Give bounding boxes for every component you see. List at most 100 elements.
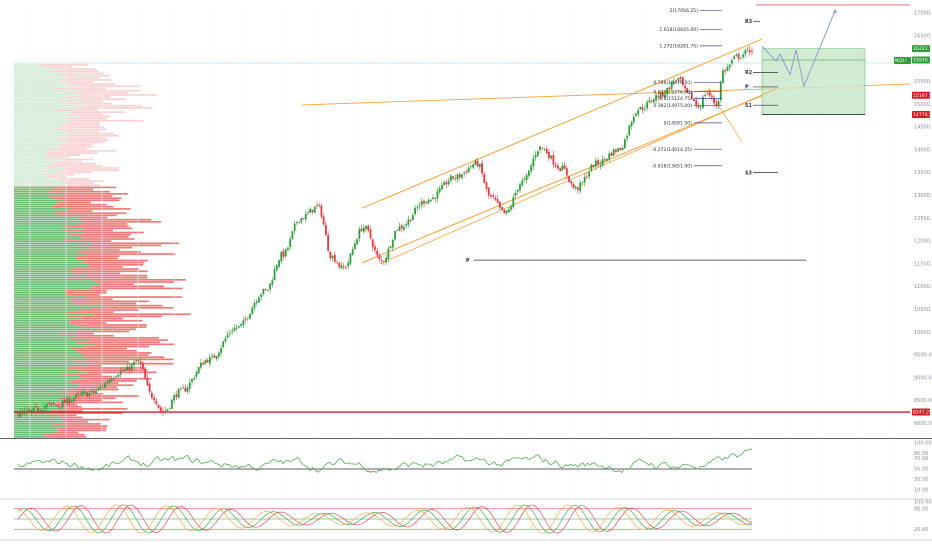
candle — [244, 319, 247, 321]
volume-bar-down — [65, 210, 93, 212]
price-channel[interactable] — [361, 38, 776, 265]
rsi-segment — [525, 456, 529, 460]
candle — [130, 364, 133, 371]
volume-bar-down — [91, 242, 180, 245]
fib-label: 0.786(15479.50) — [653, 80, 692, 86]
candle — [519, 184, 521, 191]
candle — [200, 362, 202, 368]
volume-bar-up — [14, 210, 66, 212]
candle — [121, 369, 124, 372]
candle — [635, 113, 637, 116]
rsi-segment — [646, 462, 650, 466]
volume-bar-down — [62, 182, 94, 184]
rsi-segment — [621, 468, 625, 473]
candle — [592, 164, 595, 168]
candle — [382, 261, 385, 263]
candle — [61, 400, 64, 408]
stoch-line — [17, 504, 753, 534]
rsi-segment — [253, 467, 257, 471]
price-tick: 15000.00 — [914, 102, 932, 108]
volume-bar-up — [14, 416, 61, 419]
volume-bar-down — [55, 431, 79, 434]
rsi-segment — [552, 460, 556, 464]
stoch-tick: 80.00 — [914, 506, 928, 512]
candle — [739, 57, 742, 59]
candle — [95, 391, 97, 394]
candle — [469, 166, 472, 168]
rsi-segment — [435, 460, 439, 465]
rsi-segment — [410, 462, 414, 465]
candle — [586, 176, 588, 178]
candle — [666, 87, 669, 95]
volume-bar-down — [57, 68, 96, 70]
volume-bar-down — [56, 201, 92, 204]
volume-bar-up — [14, 274, 88, 277]
volume-bar-down — [80, 244, 162, 247]
rsi-segment — [668, 465, 672, 469]
candle — [414, 207, 417, 215]
rsi-segment — [241, 465, 245, 468]
rsi-segment — [506, 459, 510, 461]
volume-bar-down — [81, 248, 120, 251]
pivot-label: R2 — [745, 70, 752, 76]
volume-bar-up — [14, 122, 67, 124]
trade-box[interactable] — [761, 48, 866, 115]
price-tick: 16500.00 — [914, 34, 932, 40]
volume-bar-up — [14, 315, 69, 318]
volume-bar-up — [14, 220, 85, 223]
projection-path[interactable] — [761, 8, 837, 88]
candle — [601, 159, 604, 166]
volume-bar-up — [14, 382, 70, 384]
pivot-label: P — [466, 258, 470, 264]
volume-bar-up — [14, 425, 66, 427]
candle — [621, 148, 624, 150]
candle — [157, 404, 160, 408]
candle — [197, 367, 200, 374]
rsi-segment — [98, 467, 102, 471]
candle — [293, 223, 296, 231]
candle — [534, 155, 537, 158]
candle — [222, 341, 225, 348]
volume-bar-up — [14, 173, 45, 176]
volume-bar-up — [14, 145, 59, 148]
volume-bar-down — [44, 173, 75, 176]
price-tick: 10500.00 — [914, 307, 932, 313]
volume-profile — [14, 64, 191, 438]
fibonacci-levels[interactable]: 2(17056.25) 1.618(16645.00) 1.272(16281.75… — [652, 8, 722, 169]
candle — [588, 171, 591, 177]
candle — [737, 53, 740, 59]
candle — [423, 200, 425, 204]
rsi-segment — [430, 463, 434, 467]
volume-bar-down — [62, 124, 101, 126]
candle — [75, 394, 77, 398]
candle — [563, 165, 566, 169]
rsi-segment — [690, 465, 694, 468]
rsi-segment — [125, 455, 129, 458]
volume-bar-down — [89, 339, 168, 341]
candle — [369, 229, 372, 239]
candle — [594, 160, 597, 167]
candle — [746, 48, 749, 50]
volume-bar-down — [79, 216, 108, 219]
rsi-segment — [577, 464, 581, 468]
volume-bar-up — [14, 291, 67, 294]
volume-bar-up — [14, 182, 63, 184]
volume-bar-down — [82, 377, 152, 380]
volume-bar-up — [14, 298, 71, 301]
rsi-segment — [709, 459, 714, 463]
rsi-segment — [584, 462, 588, 467]
volume-bar-down — [69, 337, 160, 339]
candle — [396, 229, 399, 231]
stoch-tick: 100.00 — [914, 500, 932, 506]
rsi-segment — [619, 470, 623, 473]
candle — [427, 200, 430, 204]
candle — [400, 225, 403, 229]
rsi-segment — [49, 458, 53, 462]
candle — [166, 409, 169, 411]
rsi-segment — [280, 460, 284, 464]
volume-bar-up — [14, 259, 85, 262]
candle — [465, 171, 468, 173]
volume-bar-down — [71, 388, 119, 391]
rsi-segment — [211, 459, 215, 464]
